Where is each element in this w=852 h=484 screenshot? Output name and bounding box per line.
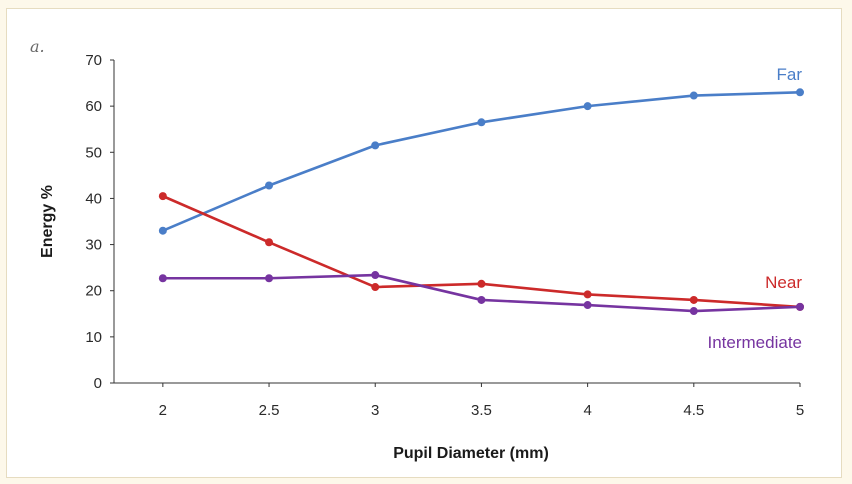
series-layer: Far Near Intermediate	[158, 65, 804, 352]
x-axis: 2 2.5 3 3.5 4 4.5 5	[114, 382, 804, 419]
data-point-intermediate	[796, 302, 804, 311]
data-point-intermediate	[689, 307, 698, 316]
y-tick-label: 30	[85, 237, 102, 254]
data-point-near	[477, 279, 486, 288]
data-point-intermediate	[477, 295, 486, 304]
x-tick-label: 2	[159, 402, 167, 419]
series-far: Far	[158, 65, 804, 235]
series-near: Near	[158, 192, 804, 311]
y-tick-label: 20	[85, 283, 102, 300]
data-point-far	[583, 102, 592, 111]
data-point-near	[158, 192, 167, 201]
y-tick-label: 40	[85, 190, 102, 207]
data-point-far	[158, 226, 167, 235]
y-tick-label: 10	[85, 329, 102, 346]
series-line-near	[162, 194, 801, 309]
series-line-far	[162, 91, 801, 232]
data-point-intermediate	[158, 274, 167, 283]
y-axis-title: Energy %	[39, 185, 56, 258]
panel-label: a.	[30, 37, 45, 56]
y-tick-label: 70	[85, 52, 102, 69]
x-tick-label: 3.5	[471, 402, 492, 419]
series-intermediate: Intermediate	[158, 271, 804, 352]
x-tick-label: 2.5	[259, 402, 280, 419]
y-axis: 0 10 20 30 40 50 60 70	[85, 52, 115, 392]
chart-frame	[6, 8, 842, 478]
series-label-near: Near	[765, 273, 802, 292]
x-tick-label: 3	[371, 402, 379, 419]
series-label-intermediate: Intermediate	[708, 333, 803, 352]
series-label-far: Far	[777, 65, 803, 84]
data-point-far	[265, 181, 274, 190]
data-point-intermediate	[371, 271, 380, 280]
data-point-near	[689, 295, 698, 304]
data-point-intermediate	[265, 274, 274, 283]
y-tick-label: 50	[85, 144, 102, 161]
x-tick-label: 4	[583, 402, 591, 419]
data-point-far	[689, 91, 698, 100]
data-point-near	[583, 290, 592, 299]
x-axis-title: Pupil Diameter (mm)	[393, 445, 549, 462]
data-point-near	[265, 238, 274, 247]
data-point-far	[477, 118, 486, 127]
data-point-near	[371, 283, 380, 292]
x-tick-label: 5	[796, 402, 804, 419]
data-point-intermediate	[583, 301, 592, 310]
x-tick-label: 4.5	[683, 402, 704, 419]
data-point-far	[796, 88, 804, 97]
data-point-far	[371, 141, 380, 150]
y-tick-label: 0	[94, 375, 102, 392]
y-tick-label: 60	[85, 98, 102, 115]
